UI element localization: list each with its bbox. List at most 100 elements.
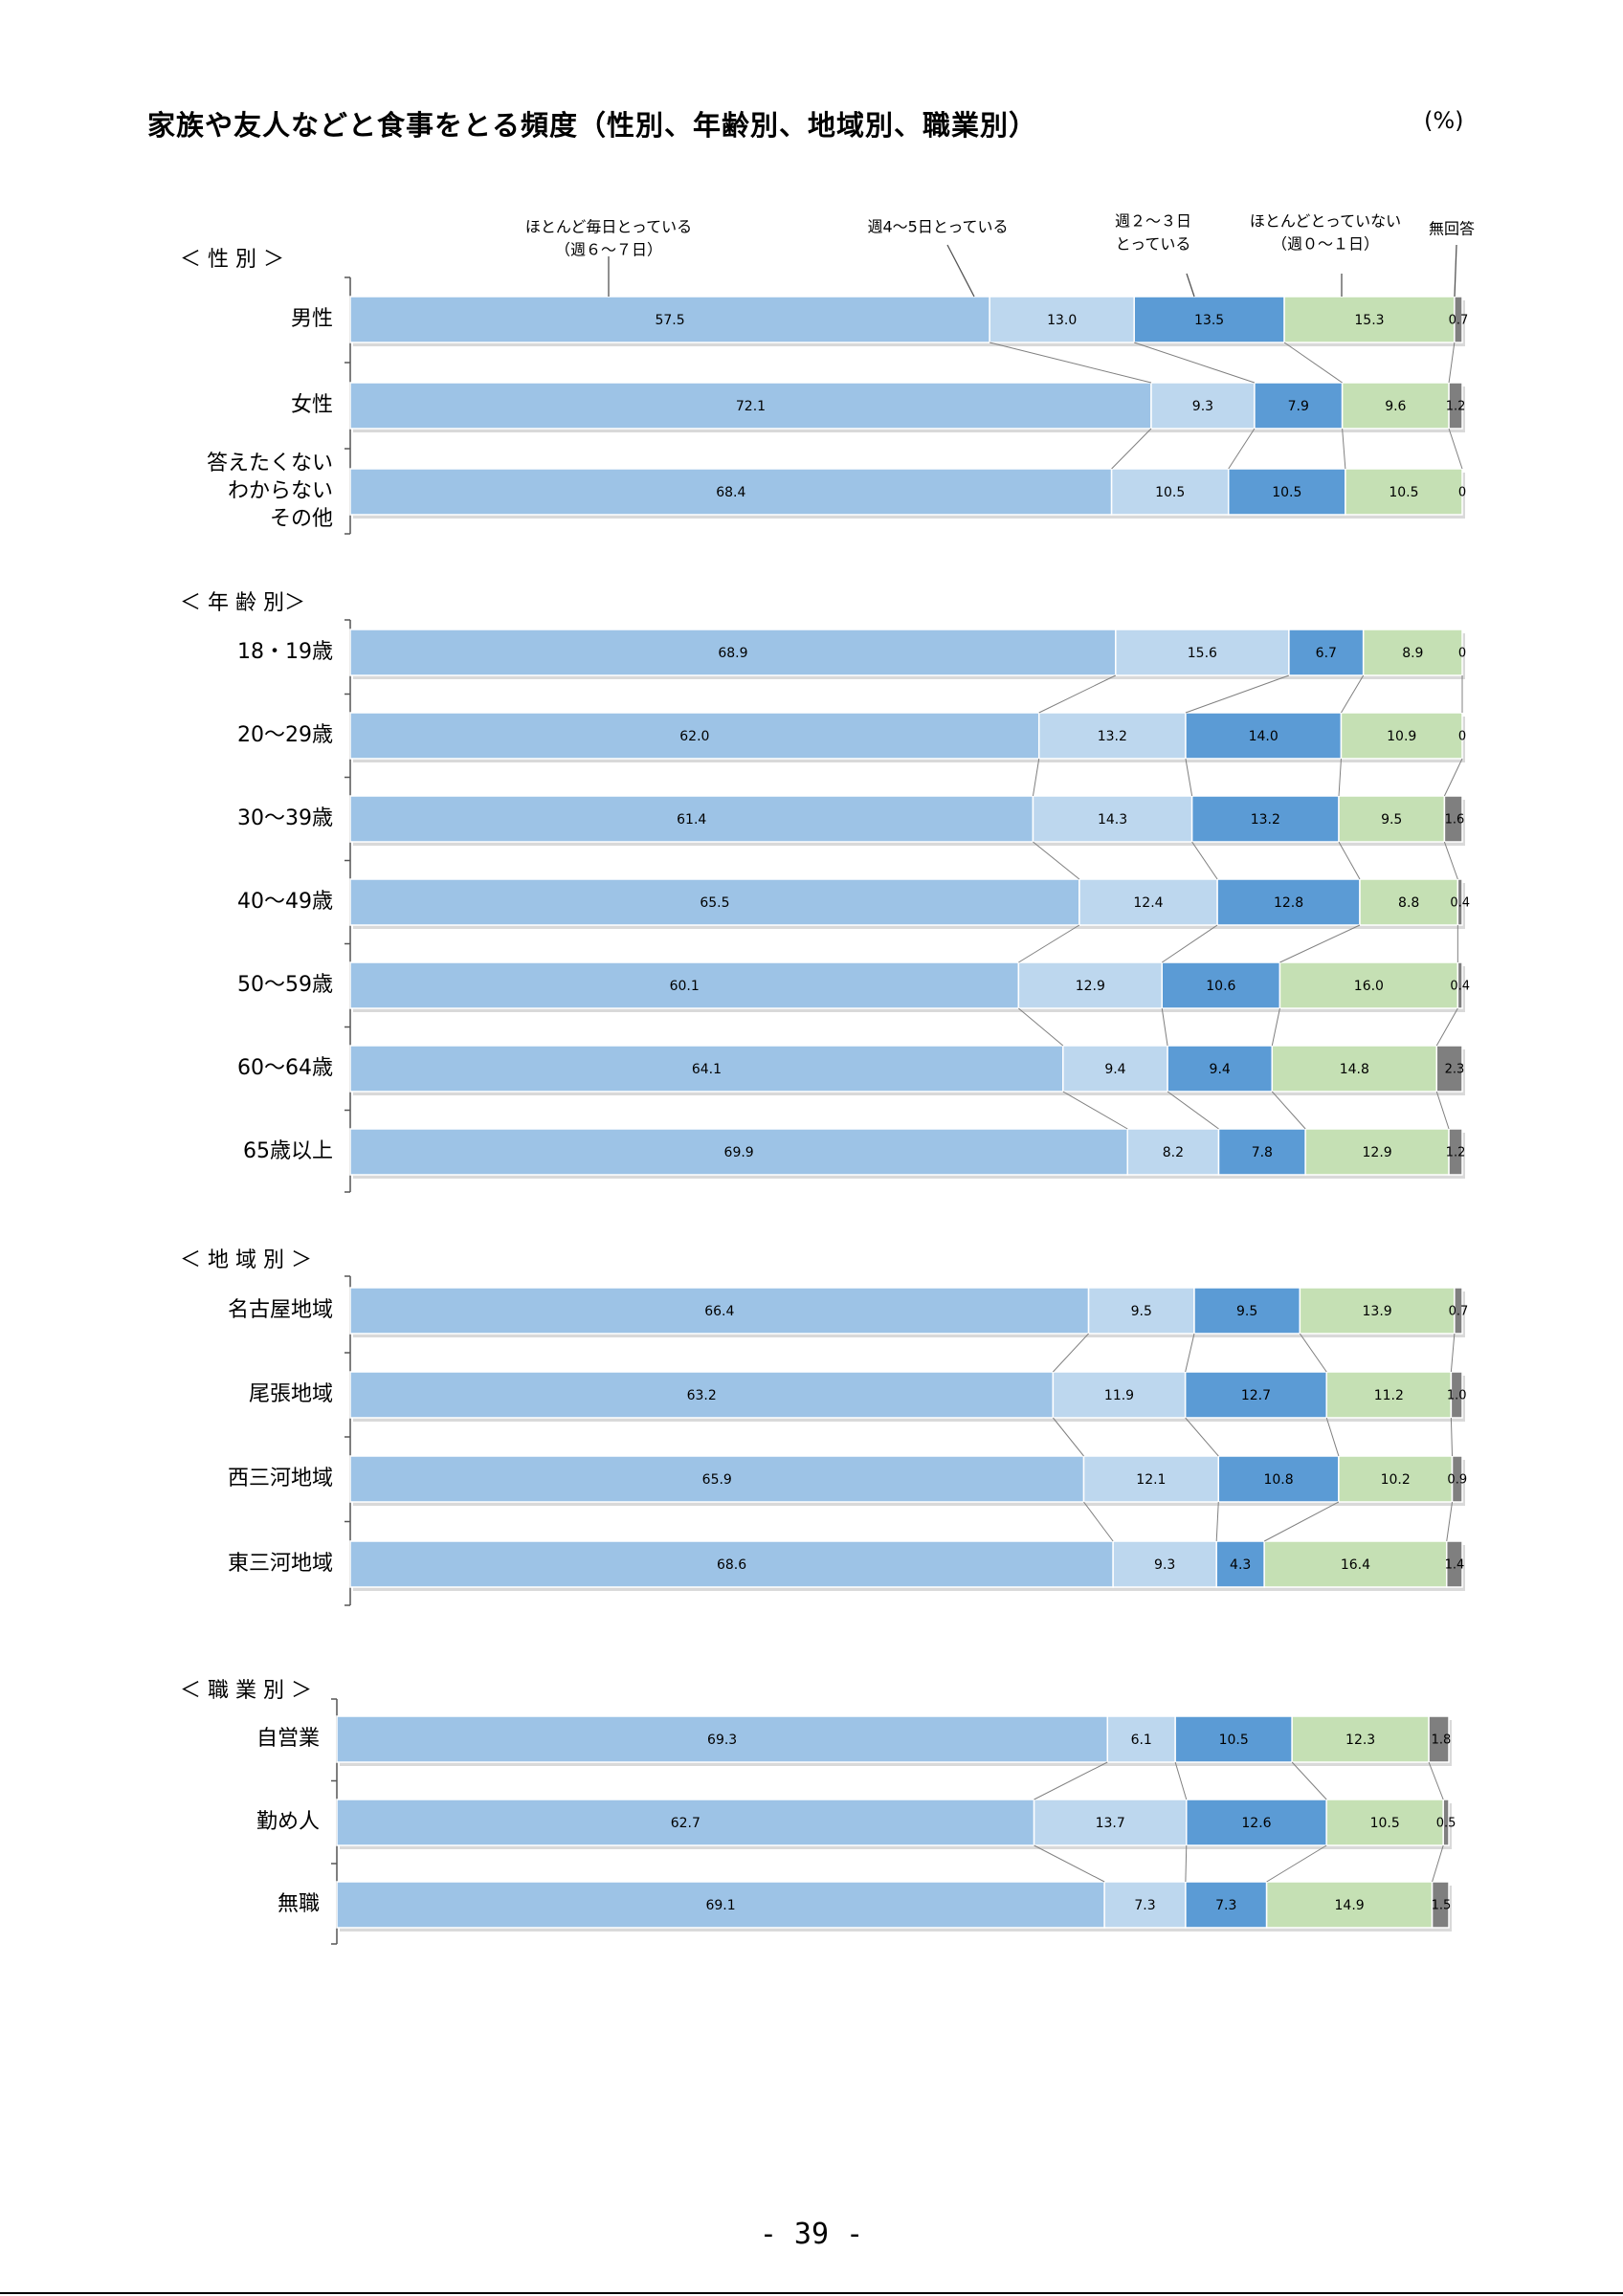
bar-segment — [349, 382, 1152, 430]
bar-segment — [1431, 1881, 1450, 1929]
data-label: 64.1 — [692, 1062, 722, 1077]
data-label: 9.3 — [1192, 399, 1213, 414]
connector-line — [1446, 1501, 1454, 1542]
bar-segment — [1037, 712, 1187, 760]
category-label: 50～59歳 — [237, 973, 333, 997]
connector-line — [1032, 758, 1040, 797]
connector-line — [1185, 1417, 1219, 1457]
page-number: - 39 - — [759, 2218, 864, 2251]
data-label: 7.3 — [1134, 1898, 1155, 1913]
connector-line — [1450, 1333, 1456, 1373]
data-label: 0.4 — [1450, 896, 1470, 911]
connector-line — [1266, 1844, 1327, 1883]
category-label: 自営業 — [256, 1727, 320, 1751]
legend-leader-line — [946, 244, 975, 298]
legend-label: （週６～７日） — [555, 241, 662, 259]
bar-segment — [1217, 1455, 1340, 1503]
bar-segment — [1185, 1881, 1268, 1929]
bar-segment — [349, 468, 1113, 516]
data-label: 69.3 — [707, 1733, 737, 1748]
data-label: 68.9 — [718, 646, 747, 661]
data-label: 9.4 — [1210, 1062, 1231, 1077]
data-label: 16.4 — [1341, 1557, 1370, 1573]
data-label: 0.9 — [1447, 1473, 1467, 1488]
connector-line — [1341, 674, 1365, 714]
connector-line — [1263, 1501, 1340, 1542]
bar-segment — [349, 961, 1020, 1009]
connector-line — [1018, 924, 1080, 963]
data-label: 9.5 — [1236, 1304, 1257, 1319]
data-label: 14.0 — [1249, 729, 1278, 744]
bar-segment — [1078, 878, 1218, 926]
connector-line — [1053, 1333, 1089, 1373]
category-label: 尾張地域 — [249, 1382, 333, 1406]
connector-line — [1052, 1417, 1084, 1457]
data-label: 9.3 — [1154, 1557, 1175, 1573]
data-label: 8.8 — [1398, 895, 1419, 911]
data-label: 1.4 — [1445, 1558, 1465, 1573]
legend-label: 無回答 — [1429, 220, 1475, 238]
data-label: 9.5 — [1381, 812, 1402, 828]
data-label: 10.5 — [1389, 485, 1418, 500]
data-label: 0.7 — [1449, 1305, 1469, 1319]
bar-segment — [1435, 1045, 1463, 1093]
data-label: 61.4 — [677, 812, 706, 828]
bar-segment — [1454, 296, 1463, 343]
data-label: 68.4 — [716, 485, 745, 500]
bar-segment — [1174, 1715, 1293, 1763]
data-label: 60.1 — [670, 979, 700, 994]
data-label: 10.5 — [1155, 485, 1185, 500]
bar-segment — [1087, 1287, 1195, 1335]
bar-segment — [1428, 1715, 1450, 1763]
data-label: 0.7 — [1449, 314, 1469, 328]
bar-segment — [1167, 1045, 1274, 1093]
bar-segment — [1115, 629, 1290, 676]
connector-line — [1167, 1091, 1219, 1130]
category-label: 東三河地域 — [228, 1552, 333, 1576]
group-label: ＜ 年 齢 別＞ — [180, 591, 305, 615]
data-label: 13.7 — [1096, 1816, 1125, 1831]
connector-line — [1161, 1007, 1168, 1047]
data-label: 65.9 — [702, 1472, 732, 1488]
bar-segment — [1338, 795, 1446, 843]
category-label: その他 — [270, 507, 333, 531]
category-label: 20～29歳 — [237, 723, 333, 747]
data-label: 10.2 — [1381, 1472, 1411, 1488]
bar-segment — [1288, 629, 1365, 676]
category-label: 65歳以上 — [243, 1139, 333, 1163]
bar-segment — [349, 1287, 1090, 1335]
bar-segment — [1254, 382, 1344, 430]
data-label: 68.6 — [717, 1557, 746, 1573]
connector-line — [1034, 1761, 1108, 1800]
connector-line — [1228, 428, 1256, 470]
bar-segment — [336, 1881, 1105, 1929]
data-label: 13.2 — [1098, 729, 1127, 744]
connector-line — [1083, 1501, 1114, 1542]
connector-line — [1191, 841, 1218, 880]
data-label: 9.6 — [1385, 399, 1406, 414]
legend-label: とっている — [1116, 235, 1191, 254]
bar-segment — [1032, 795, 1193, 843]
bar-segment — [1017, 961, 1164, 1009]
bar-segment — [1190, 795, 1340, 843]
bar-segment — [1448, 382, 1463, 430]
connector-line — [1450, 1417, 1454, 1457]
connector-line — [1443, 841, 1458, 880]
bar-segment — [1456, 878, 1463, 926]
category-label: 40～49歳 — [237, 890, 333, 914]
bar-segment — [1443, 795, 1463, 843]
connector-line — [1185, 1844, 1188, 1883]
bar-segment — [1442, 1799, 1450, 1846]
connector-line — [1174, 1761, 1188, 1800]
legend-leader-line — [1186, 273, 1195, 298]
group-label: ＜ 性 別 ＞ — [180, 248, 284, 272]
bar-segment — [1193, 1287, 1301, 1335]
bar-segment — [1082, 1455, 1220, 1503]
data-label: 10.8 — [1263, 1472, 1293, 1488]
data-label: 57.5 — [655, 313, 684, 328]
category-label: 60～64歳 — [237, 1056, 333, 1080]
data-label: 12.9 — [1076, 979, 1105, 994]
connector-line — [1033, 841, 1080, 880]
data-label: 62.7 — [671, 1816, 700, 1831]
